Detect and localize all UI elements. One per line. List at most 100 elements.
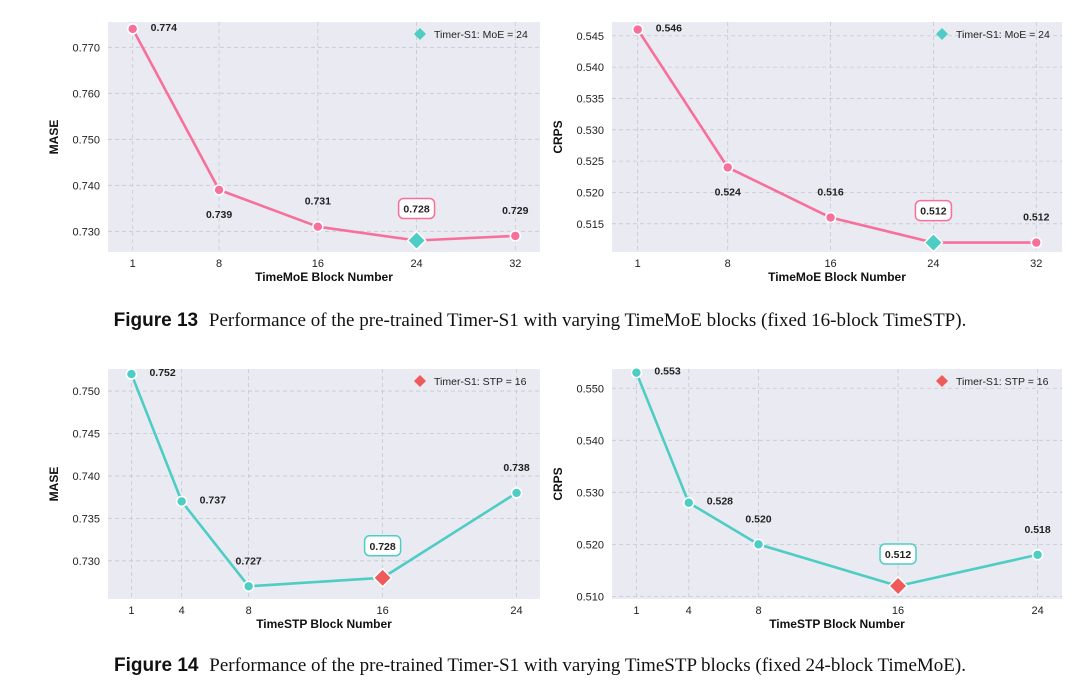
data-label-box bbox=[363, 535, 402, 557]
x-tick-label: 32 bbox=[509, 258, 521, 270]
data-point bbox=[175, 495, 188, 508]
data-label-box bbox=[879, 543, 917, 565]
x-tick-label: 4 bbox=[686, 605, 692, 617]
x-tick-label: 1 bbox=[635, 258, 641, 270]
y-tick-label: 0.750 bbox=[72, 134, 100, 146]
y-tick-label: 0.730 bbox=[72, 226, 100, 238]
x-tick-label: 16 bbox=[892, 605, 904, 617]
y-tick-label: 0.740 bbox=[72, 180, 100, 192]
chart-svg: 0.730 0.740 0.750 0.760 0.770 1 8 16 24 32 TimeMoE… bbox=[47, 22, 540, 284]
data-label: 0.774 bbox=[151, 22, 177, 34]
chart-crps-timestp: 0.510 0.520 0.530 0.540 0.550 1 4 8 16 24 TimeSTP … bbox=[540, 355, 1080, 631]
y-tick-label: 0.550 bbox=[576, 383, 604, 395]
data-label: 0.518 bbox=[1024, 524, 1050, 536]
y-tick-label: 0.525 bbox=[576, 156, 604, 168]
x-tick-label: 24 bbox=[410, 258, 422, 270]
y-tick-label: 0.740 bbox=[72, 471, 100, 483]
y-tick-label: 0.510 bbox=[576, 591, 604, 603]
x-axis-title: TimeSTP Block Number bbox=[769, 617, 905, 631]
x-tick-label: 1 bbox=[128, 605, 134, 617]
figure-13-label: Figure 13 bbox=[113, 310, 199, 331]
data-label: 0.528 bbox=[707, 496, 733, 508]
y-tick-label: 0.530 bbox=[576, 125, 604, 137]
y-axis-title: CRPS bbox=[551, 120, 565, 153]
x-tick-label: 16 bbox=[312, 258, 324, 270]
data-point bbox=[824, 211, 837, 224]
x-tick-label: 24 bbox=[927, 258, 939, 270]
figure-14-text: Performance of the pre-trained Timer-S1 … bbox=[209, 655, 966, 676]
data-label-box bbox=[397, 197, 436, 220]
data-point bbox=[510, 487, 523, 499]
x-tick-label: 24 bbox=[1031, 605, 1043, 617]
x-tick-label: 8 bbox=[725, 258, 731, 270]
plot-area bbox=[108, 22, 540, 252]
y-tick-label: 0.735 bbox=[72, 513, 100, 525]
highlight-diamond-point bbox=[923, 232, 944, 253]
legend-label: Timer-S1: STP = 16 bbox=[434, 376, 527, 388]
data-label-box bbox=[914, 199, 953, 222]
x-tick-label: 16 bbox=[824, 258, 836, 270]
y-tick-label: 0.535 bbox=[576, 93, 604, 105]
data-point bbox=[125, 368, 138, 380]
y-tick-label: 0.745 bbox=[72, 429, 100, 441]
highlight-diamond-point bbox=[406, 230, 427, 251]
data-label: 0.516 bbox=[817, 187, 843, 199]
chart-svg: 0.730 0.735 0.740 0.745 0.750 1 4 8 16 24 TimeSTP … bbox=[47, 367, 540, 631]
data-label: 0.738 bbox=[503, 462, 529, 474]
highlight-diamond-point bbox=[372, 567, 393, 588]
data-label: 0.752 bbox=[149, 367, 175, 379]
x-axis-title: TimeMoE Block Number bbox=[768, 270, 906, 284]
data-point bbox=[213, 184, 225, 196]
figure-13-caption: Figure 13 Performance of the pre-trained… bbox=[0, 310, 1080, 332]
y-tick-label: 0.730 bbox=[72, 556, 100, 568]
y-tick-label: 0.770 bbox=[72, 42, 100, 54]
x-tick-label: 1 bbox=[633, 605, 639, 617]
data-label: 0.739 bbox=[206, 209, 232, 221]
chart-crps-timemoe: 0.515 0.520 0.525 0.530 0.535 0.540 0.545 1 8 16 2… bbox=[540, 8, 1080, 284]
data-point bbox=[631, 23, 644, 36]
data-point bbox=[630, 366, 643, 379]
y-tick-label: 0.520 bbox=[576, 187, 604, 199]
data-label: 0.729 bbox=[502, 205, 528, 217]
y-axis-title: CRPS bbox=[551, 467, 565, 500]
y-tick-label: 0.520 bbox=[576, 539, 604, 551]
data-label: 0.512 bbox=[1023, 212, 1049, 224]
data-label: 0.728 bbox=[403, 204, 429, 216]
data-point bbox=[752, 538, 765, 551]
legend-diamond-icon bbox=[414, 375, 426, 387]
chart-mase-timestp: 0.730 0.735 0.740 0.745 0.750 1 4 8 16 24 TimeSTP … bbox=[0, 355, 540, 631]
x-tick-label: 1 bbox=[130, 258, 136, 270]
data-point bbox=[721, 161, 734, 174]
chart-mase-timemoe: 0.730 0.740 0.750 0.760 0.770 1 8 16 24 32 TimeMoE… bbox=[0, 8, 540, 284]
data-point bbox=[1030, 236, 1043, 249]
legend-label: Timer-S1: MoE = 24 bbox=[434, 29, 528, 41]
data-label: 0.512 bbox=[885, 549, 911, 561]
data-point bbox=[126, 23, 139, 35]
y-axis-title: MASE bbox=[47, 467, 61, 502]
figure-13-text: Performance of the pre-trained Timer-S1 … bbox=[208, 310, 967, 331]
data-point bbox=[509, 230, 522, 242]
plot-area bbox=[612, 22, 1062, 252]
figure-14-label: Figure 14 bbox=[114, 655, 199, 676]
x-axis-title: TimeMoE Block Number bbox=[255, 270, 393, 284]
x-tick-label: 4 bbox=[179, 605, 185, 617]
chart-svg: 0.510 0.520 0.530 0.540 0.550 1 4 8 16 24 TimeSTP … bbox=[551, 366, 1062, 631]
y-tick-label: 0.540 bbox=[576, 62, 604, 74]
x-tick-label: 16 bbox=[376, 605, 388, 617]
figure-14-caption: Figure 14 Performance of the pre-trained… bbox=[0, 655, 1080, 677]
data-label: 0.512 bbox=[920, 206, 946, 218]
y-tick-label: 0.530 bbox=[576, 487, 604, 499]
y-tick-label: 0.540 bbox=[576, 435, 604, 447]
y-tick-label: 0.750 bbox=[72, 386, 100, 398]
y-axis-title: MASE bbox=[47, 120, 61, 155]
x-tick-label: 8 bbox=[246, 605, 252, 617]
data-point bbox=[312, 220, 324, 233]
data-label: 0.737 bbox=[200, 494, 226, 506]
data-label: 0.520 bbox=[745, 513, 771, 525]
data-label: 0.727 bbox=[236, 555, 262, 567]
y-tick-label: 0.515 bbox=[576, 219, 604, 231]
plot-area bbox=[612, 369, 1062, 599]
data-label: 0.524 bbox=[715, 186, 741, 198]
plot-area bbox=[108, 369, 540, 599]
data-point bbox=[682, 496, 695, 509]
